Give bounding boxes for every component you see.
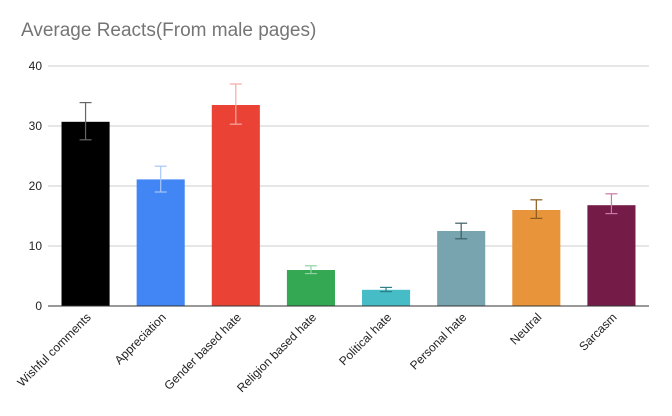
bar (512, 210, 561, 306)
error-bar (380, 286, 393, 293)
error-bar (455, 222, 468, 240)
error-bar (304, 265, 317, 275)
bar (286, 270, 335, 306)
bar (437, 231, 486, 306)
error-bar (229, 83, 242, 125)
bar (362, 289, 411, 306)
y-axis-ticks: 0 10 20 30 40 (29, 59, 43, 313)
y-tick-label: 0 (35, 299, 42, 313)
bar (211, 105, 260, 306)
x-tick-label: Religion based hate (234, 310, 319, 395)
error-bars (79, 83, 618, 293)
bar (61, 121, 110, 306)
x-tick-label: Wishful comments (14, 310, 93, 389)
bar (136, 179, 185, 306)
x-tick-label: Political hate (336, 310, 394, 368)
error-bar (154, 165, 167, 193)
y-tick-label: 30 (29, 119, 43, 133)
error-bar (79, 101, 92, 141)
error-bar (605, 193, 618, 215)
chart-title: Average Reacts(From male pages) (21, 20, 317, 41)
y-tick-label: 10 (29, 239, 43, 253)
bars (61, 105, 636, 306)
x-tick-label: Appreciation (112, 310, 169, 367)
bar (587, 205, 636, 306)
x-tick-label: Neutral (507, 310, 544, 347)
y-tick-label: 20 (29, 179, 43, 193)
x-tick-label: Sarcasm (576, 310, 619, 353)
y-tick-label: 40 (29, 59, 43, 73)
x-tick-label: Personal hate (407, 310, 469, 372)
x-tick-label: Gender based hate (161, 310, 244, 393)
error-bar (530, 199, 543, 219)
